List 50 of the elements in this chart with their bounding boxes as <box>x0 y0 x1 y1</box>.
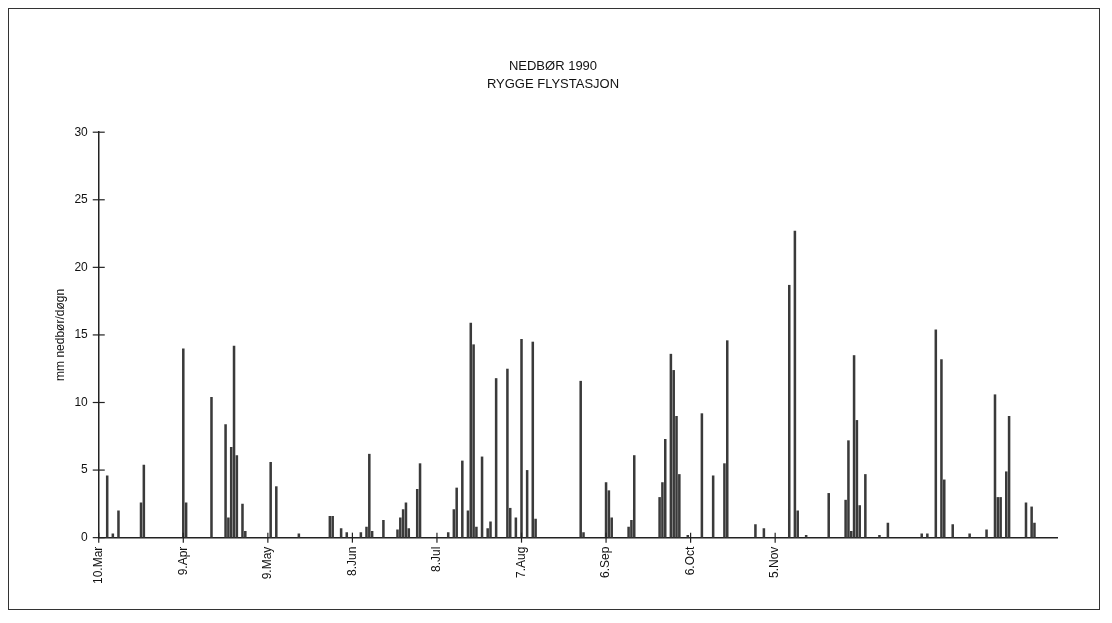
bar <box>345 532 349 538</box>
bar <box>754 524 757 538</box>
bar <box>940 359 943 538</box>
x-tick-label: 7.Aug <box>513 546 528 579</box>
bar <box>632 455 636 538</box>
x-tick-label: 8.Jun <box>344 546 359 577</box>
y-axis-title: mm nedbør/døgn <box>52 288 67 381</box>
bar <box>920 533 923 538</box>
y-tick-label: 0 <box>81 529 89 544</box>
y-tick-label: 25 <box>74 192 89 207</box>
bar <box>1030 506 1033 538</box>
y-tick-label: 5 <box>81 462 89 477</box>
bar <box>461 460 464 538</box>
bar <box>382 520 385 538</box>
x-tick-label: 5.Nov <box>767 546 782 579</box>
bar <box>579 380 582 538</box>
x-tick-label: 6.Sep <box>598 546 613 579</box>
chart-title: NEDBØR 1990 <box>508 58 598 74</box>
bar <box>241 503 244 538</box>
x-tick-label: 9.Apr <box>175 546 190 576</box>
bar <box>827 493 830 538</box>
bar <box>269 461 272 538</box>
bar <box>224 424 227 538</box>
bar <box>985 529 988 538</box>
bar <box>117 510 120 538</box>
bar <box>506 368 509 538</box>
bar <box>951 524 954 538</box>
bar <box>847 440 850 538</box>
bar <box>275 486 278 538</box>
bar <box>489 521 492 538</box>
bar <box>368 453 371 538</box>
x-tick-label: 9.May <box>260 546 275 580</box>
x-tick-label: 6.Oct <box>682 546 697 576</box>
bar <box>182 348 185 538</box>
chart-subtitle: RYGGE FLYSTASJON <box>486 75 620 91</box>
bar <box>520 338 523 538</box>
bar <box>725 340 729 538</box>
y-tick-label: 20 <box>74 259 89 274</box>
bar <box>663 438 667 538</box>
y-tick-label: 30 <box>74 124 89 139</box>
x-tick-label: 8.Jul <box>429 546 444 573</box>
bar <box>455 487 458 538</box>
x-tick-label: 10.Mar <box>91 546 106 585</box>
y-tick-label: 15 <box>74 327 89 342</box>
bar <box>787 284 791 538</box>
bar <box>210 397 213 538</box>
bar <box>864 474 867 538</box>
bar <box>926 533 929 538</box>
bar <box>968 533 971 538</box>
y-tick-label: 10 <box>74 394 89 409</box>
